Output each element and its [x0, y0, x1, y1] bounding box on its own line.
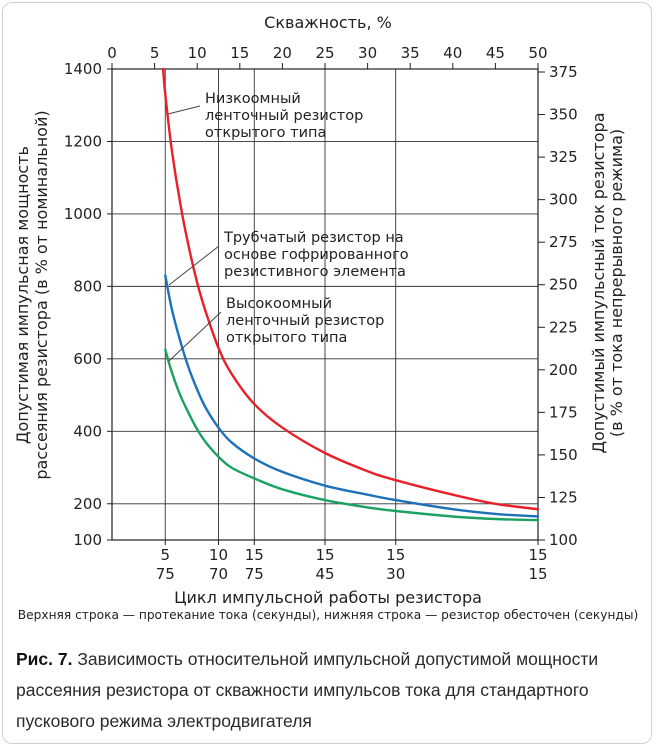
series-curves	[161, 67, 540, 522]
series-label-line: открытого типа	[226, 330, 347, 346]
series-label-line: Трубчатый резистор на	[223, 230, 404, 246]
right-tick-label: 325	[549, 148, 578, 166]
left-tick-label: 400	[73, 422, 102, 440]
left-tick-label: 800	[73, 277, 102, 295]
left-tick-label: 100	[73, 531, 102, 549]
top-tick-label: 0	[107, 44, 117, 62]
series-label-line: ленточный резистор	[205, 108, 363, 124]
bottom-tick-label-on: 15	[315, 546, 334, 564]
bottom-tick-label-off: 75	[245, 565, 264, 583]
left-tick-label: 1400	[64, 60, 102, 78]
left-axis-title-line1: Допустимая импульсная мощность	[13, 146, 32, 444]
tubular-curve	[164, 274, 540, 518]
figure-number: Рис. 7.	[16, 649, 73, 669]
bottom-tick-label-on: 15	[245, 546, 264, 564]
bottom-tick-label-on: 10	[209, 546, 228, 564]
top-tick-label: 45	[486, 44, 505, 62]
top-tick-label: 50	[528, 44, 547, 62]
right-tick-label: 250	[549, 276, 578, 294]
series-label-line: ленточный резистор	[226, 313, 384, 329]
right-tick-label: 100	[549, 531, 578, 549]
top-tick-label: 15	[230, 44, 249, 62]
axis-ticks: 0 5 10 15 20 25 30 35 40 45 50 100 200 400 600 800 1000 1…	[64, 44, 578, 583]
series-label-line: основе гофрированного	[224, 247, 409, 263]
right-tick-label: 300	[549, 191, 578, 209]
right-axis-title-line2: (в % от тока непрерывного режима)	[607, 129, 626, 437]
top-tick-label: 5	[150, 44, 160, 62]
caption-text: Зависимость относительной импульсной доп…	[16, 649, 599, 731]
high-ohm-curve	[164, 348, 540, 522]
series-label-line: резистивного элемента	[224, 264, 406, 280]
right-tick-label: 350	[549, 106, 578, 124]
top-tick-label: 40	[443, 44, 462, 62]
right-tick-label: 225	[549, 318, 578, 336]
figure-caption: Рис. 7. Зависимость относительной импуль…	[16, 644, 636, 737]
right-tick-label: 200	[549, 361, 578, 379]
right-tick-label: 175	[549, 403, 578, 421]
low-ohm-curve	[161, 67, 540, 511]
series-label-line: Низкоомный	[205, 91, 301, 107]
bottom-tick-label-off: 45	[315, 565, 334, 583]
bottom-tick-label-off: 30	[386, 565, 405, 583]
label-leader-line	[167, 105, 201, 115]
top-tick-label: 20	[273, 44, 292, 62]
duty-cycle-chart: 0 5 10 15 20 25 30 35 40 45 50 100 200 400 600 800 1000 1…	[13, 13, 638, 622]
left-tick-label: 1000	[64, 205, 102, 223]
right-axis-title-line1: Допустимый импульсный ток резистора	[589, 113, 608, 454]
bottom-axis-note: Верхняя строка — протекание тока (секунд…	[18, 608, 638, 622]
left-axis-title-line2: рассеяния резистора (в % от номинальной)	[32, 110, 51, 479]
bottom-tick-label-on: 15	[528, 546, 547, 564]
bottom-tick-label-on: 5	[160, 546, 170, 564]
left-tick-label: 1200	[64, 132, 102, 150]
left-tick-label: 200	[73, 495, 102, 513]
right-tick-label: 275	[549, 233, 578, 251]
left-tick-label: 600	[73, 350, 102, 368]
top-tick-label: 10	[188, 44, 207, 62]
top-tick-label: 30	[358, 44, 377, 62]
bottom-tick-label-on: 15	[386, 546, 405, 564]
series-label-line: открытого типа	[205, 125, 326, 141]
top-tick-label: 25	[315, 44, 334, 62]
bottom-axis-title: Цикл импульсной работы резистора	[174, 588, 482, 607]
top-axis-title: Скважность, %	[264, 13, 392, 32]
right-tick-label: 375	[549, 63, 578, 81]
right-tick-label: 150	[549, 446, 578, 464]
series-label-leaders	[167, 105, 222, 362]
top-tick-label: 35	[401, 44, 420, 62]
bottom-tick-label-off: 70	[209, 565, 228, 583]
label-leader-line	[168, 311, 222, 362]
series-label-line: Высокоомный	[226, 296, 332, 312]
bottom-tick-label-off: 75	[156, 565, 175, 583]
bottom-tick-label-off: 15	[528, 565, 547, 583]
label-leader-line	[168, 245, 220, 286]
right-tick-label: 125	[549, 488, 578, 506]
